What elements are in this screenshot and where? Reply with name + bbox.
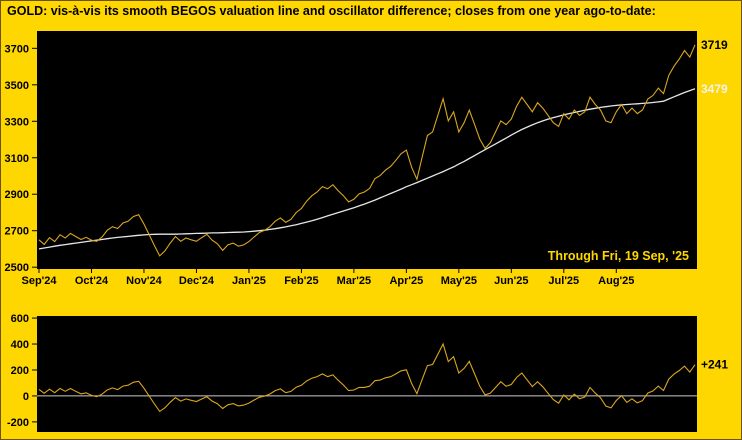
osc-y-axis-label: 0 [23, 391, 29, 403]
date-annotation: Through Fri, 19 Sep, '25 [548, 249, 689, 263]
x-axis-label: Apr'25 [389, 275, 423, 287]
x-axis-label: Jun'25 [494, 275, 528, 287]
y-axis-label: 3700 [5, 43, 29, 55]
oscillator-plot-area [37, 316, 697, 432]
y-axis-label: 2900 [5, 189, 29, 201]
y-axis-label: 3300 [5, 116, 29, 128]
y-axis-label: 3100 [5, 153, 29, 165]
main-plot-area [37, 31, 697, 269]
chart-title: GOLD: vis-à-vis its smooth BEGOS valuati… [7, 4, 656, 18]
osc-y-axis-label: 400 [11, 339, 29, 351]
x-axis-label: Aug'25 [598, 275, 634, 287]
x-axis-label: Jul'25 [548, 275, 579, 287]
end-price-label: 3719 [701, 38, 728, 52]
osc-y-axis-label: 600 [11, 313, 29, 325]
end-valuation-label: 3479 [701, 82, 728, 96]
x-axis-label: Sep'24 [21, 275, 57, 287]
y-axis-label: 2700 [5, 226, 29, 238]
end-oscillator-label: +241 [701, 358, 728, 372]
y-axis-label: 2500 [5, 262, 29, 274]
gold-price-line [38, 44, 696, 257]
osc-y-axis-label: 200 [11, 365, 29, 377]
y-axis-label: 3500 [5, 80, 29, 92]
x-axis-label: Oct'24 [75, 275, 109, 287]
oscillator-line [38, 342, 696, 413]
x-axis-label: Dec'24 [179, 275, 215, 287]
osc-y-axis-label: -200 [7, 417, 29, 429]
x-axis-label: Jan'25 [232, 275, 266, 287]
x-axis-label: Nov'24 [126, 275, 163, 287]
x-axis-label: Mar'25 [337, 275, 371, 287]
x-axis-label: May'25 [441, 275, 477, 287]
x-axis-label: Feb'25 [284, 275, 318, 287]
